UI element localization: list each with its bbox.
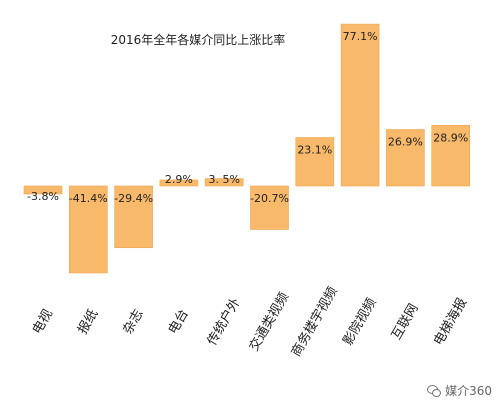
bar-3: [159, 179, 199, 187]
category-label-9: 电梯海报: [431, 296, 470, 349]
category-label-1: 报纸: [75, 307, 101, 337]
data-label-2: -29.4%: [114, 192, 153, 205]
data-label-7: 77.1%: [343, 30, 378, 43]
data-label-8: 26.9%: [388, 136, 423, 149]
wechat-icon: [427, 384, 442, 397]
chart-title: 2016年全年各媒介同比上涨比率: [111, 32, 286, 47]
category-label-0: 电视: [30, 307, 56, 337]
bar-9: [431, 125, 471, 187]
watermark: 媒介360: [427, 382, 492, 399]
category-label-8: 互联网: [389, 301, 421, 342]
data-label-6: 23.1%: [297, 143, 332, 156]
watermark-text: 媒介360: [445, 384, 492, 398]
data-label-4: 3. 5%: [208, 173, 239, 186]
bar-1: [69, 185, 108, 274]
category-label-2: 杂志: [121, 307, 147, 337]
data-label-3: 2.9%: [165, 173, 193, 186]
bar-8: [386, 129, 425, 187]
data-label-9: 28.9%: [433, 131, 468, 144]
bar-6: [295, 137, 335, 187]
bar-7: [340, 23, 380, 187]
data-label-0: -3.8%: [27, 190, 59, 203]
bar-5: [250, 185, 289, 230]
data-label-5: -20.7%: [250, 192, 289, 205]
bar-2: [114, 185, 153, 249]
data-label-1: -41.4%: [69, 192, 108, 205]
category-label-6: 商务楼宇视频: [288, 284, 341, 360]
category-label-4: 传统户外: [204, 295, 244, 348]
bar-4: [204, 178, 244, 187]
bar-0: [23, 185, 63, 195]
category-label-5: 交通类视频: [246, 290, 292, 354]
category-label-7: 影院视频: [341, 296, 380, 349]
category-label-3: 电台: [166, 307, 192, 337]
